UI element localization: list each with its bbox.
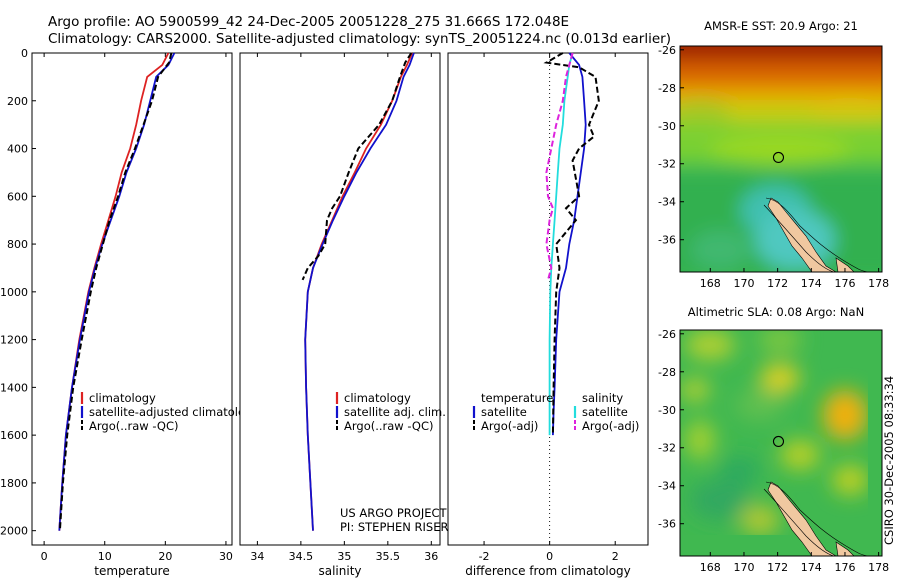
diff-series-salinity-satellite bbox=[548, 52, 574, 436]
legend-label-argo: Argo(..raw -QC) bbox=[89, 419, 179, 433]
difference-xlabel: difference from climatology bbox=[465, 564, 631, 578]
sal-xtick-label: 35 bbox=[337, 550, 351, 563]
salinity-profile-chart: 34 34.5 35 35.5 36 salinity climatology sate… bbox=[239, 52, 449, 578]
project-label: US ARGO PROJECT bbox=[340, 506, 448, 520]
sal-xtick-label: 36 bbox=[424, 550, 438, 563]
depth-ytick-label: 1000 bbox=[0, 286, 28, 299]
legend-label-satellite: satellite adj. clim. bbox=[344, 405, 446, 419]
sla-lat-tick-label: -30 bbox=[658, 404, 676, 417]
sla-lat-tick-label: -32 bbox=[658, 442, 676, 455]
legend-label-temp-argo: Argo(-adj) bbox=[481, 419, 538, 433]
sst-lat-tick-label: -32 bbox=[658, 158, 676, 171]
figure-title-line1: Argo profile: AO 5900599_42 24-Dec-2005 … bbox=[48, 14, 569, 30]
sst-lon-tick-label: 172 bbox=[767, 277, 788, 290]
temp-xtick-label: 0 bbox=[41, 550, 48, 563]
diff-xtick-label: 2 bbox=[612, 550, 619, 563]
salinity-legend: climatology satellite adj. clim. Argo(..… bbox=[335, 391, 446, 433]
sst-lat-tick-label: -30 bbox=[658, 120, 676, 133]
temp-xtick-label: 30 bbox=[219, 550, 233, 563]
diff-series-salinity-argo-adj bbox=[545, 52, 574, 281]
sal-xtick-label: 35.5 bbox=[376, 550, 401, 563]
temperature-legend: climatology satellite-adjusted climatolo… bbox=[80, 391, 259, 433]
sst-lat-tick-label: -34 bbox=[658, 196, 676, 209]
sst-lon-tick-label: 178 bbox=[868, 277, 889, 290]
sst-field bbox=[680, 46, 882, 272]
legend-heading-salinity: salinity bbox=[582, 391, 623, 405]
depth-ytick-label: 1200 bbox=[0, 334, 28, 347]
legend-label-climatology: climatology bbox=[89, 391, 156, 405]
sal-xtick-label: 34.5 bbox=[289, 550, 314, 563]
sla-map-title: Altimetric SLA: 0.08 Argo: NaN bbox=[688, 305, 864, 319]
sst-lon-tick-label: 168 bbox=[700, 277, 721, 290]
depth-ytick-label: 600 bbox=[7, 190, 28, 203]
depth-ytick-label: 200 bbox=[7, 95, 28, 108]
legend-heading-temperature: temperature bbox=[481, 391, 553, 405]
sla-lon-tick-label: 170 bbox=[733, 561, 754, 574]
salinity-xlabel: salinity bbox=[318, 564, 361, 578]
sst-map: AMSR-E SST: 20.9 Argo: 21 bbox=[658, 19, 889, 290]
difference-profile-chart: -2 0 2 difference from climatology tempera… bbox=[447, 52, 649, 578]
sla-lon-tick-label: 174 bbox=[801, 561, 822, 574]
legend-label-climatology: climatology bbox=[344, 391, 411, 405]
sla-lon-tick-label: 168 bbox=[700, 561, 721, 574]
sla-lon-tick-label: 176 bbox=[834, 561, 855, 574]
sla-map: Altimetric SLA: 0.08 Argo: NaN bbox=[658, 305, 889, 574]
sla-lon-tick-label: 172 bbox=[767, 561, 788, 574]
argo-location-marker bbox=[772, 151, 785, 164]
temperature-xlabel: temperature bbox=[94, 564, 169, 578]
sal-xtick-label: 34 bbox=[250, 550, 264, 563]
pi-label: PI: STEPHEN RISER bbox=[340, 520, 449, 534]
diff-series-temperature-argo-adj bbox=[543, 52, 600, 436]
diff-xtick-label: 0 bbox=[546, 550, 553, 563]
difference-axes-frame bbox=[447, 52, 649, 546]
depth-ytick-label: 1800 bbox=[0, 477, 28, 490]
temperature-profile-chart: 0 200 400 600 800 1000 1200 1400 1600 1800 2000 0 1… bbox=[0, 47, 259, 578]
argo-location-marker bbox=[772, 435, 785, 448]
difference-legend: temperature satellite Argo(-adj) salinit… bbox=[472, 391, 639, 433]
sla-lat-tick-label: -34 bbox=[658, 480, 676, 493]
depth-ytick-label: 800 bbox=[7, 238, 28, 251]
diff-xtick-label: -2 bbox=[479, 550, 490, 563]
temperature-axes-frame bbox=[31, 52, 233, 546]
diff-series-temperature-satellite bbox=[552, 52, 587, 436]
legend-label-temp-satellite: satellite bbox=[481, 405, 527, 419]
temp-xtick-label: 10 bbox=[98, 550, 112, 563]
sla-lat-tick-label: -36 bbox=[658, 518, 676, 531]
legend-label-sal-satellite: satellite bbox=[582, 405, 628, 419]
depth-ytick-label: 1600 bbox=[0, 429, 28, 442]
depth-ytick-label: 1400 bbox=[0, 381, 28, 394]
temp-series-satellite-adjusted-climatology bbox=[58, 52, 176, 531]
sla-map-frame bbox=[679, 329, 883, 557]
sst-lat-tick-label: -26 bbox=[658, 44, 676, 57]
sla-lon-tick-label: 178 bbox=[868, 561, 889, 574]
legend-label-sal-argo: Argo(-adj) bbox=[582, 419, 639, 433]
figure-title-line2: Climatology: CARS2000. Satellite-adjuste… bbox=[48, 31, 671, 47]
sst-map-title: AMSR-E SST: 20.9 Argo: 21 bbox=[704, 19, 858, 33]
sla-lat-tick-label: -28 bbox=[658, 366, 676, 379]
sst-lat-tick-label: -36 bbox=[658, 234, 676, 247]
depth-ytick-label: 0 bbox=[21, 47, 28, 60]
sst-lon-tick-label: 176 bbox=[834, 277, 855, 290]
depth-ytick-label: 400 bbox=[7, 143, 28, 156]
sal-series-argo-raw-qc bbox=[301, 52, 413, 281]
sst-lon-tick-label: 174 bbox=[801, 277, 822, 290]
legend-label-argo: Argo(..raw -QC) bbox=[344, 419, 434, 433]
depth-ytick-label: 2000 bbox=[0, 525, 28, 538]
sst-lat-tick-label: -28 bbox=[658, 82, 676, 95]
credit-label: CSIRO 30-Dec-2005 08:33:34 bbox=[882, 376, 896, 545]
legend-label-satellite: satellite-adjusted climatology bbox=[89, 405, 259, 419]
sla-field bbox=[680, 330, 882, 556]
salinity-axes-frame bbox=[239, 52, 441, 546]
sla-lat-tick-label: -26 bbox=[658, 328, 676, 341]
sal-series-satellite-adj-clim bbox=[304, 52, 415, 531]
sst-lon-tick-label: 170 bbox=[733, 277, 754, 290]
temp-xtick-label: 20 bbox=[158, 550, 172, 563]
sst-map-frame bbox=[679, 45, 883, 273]
